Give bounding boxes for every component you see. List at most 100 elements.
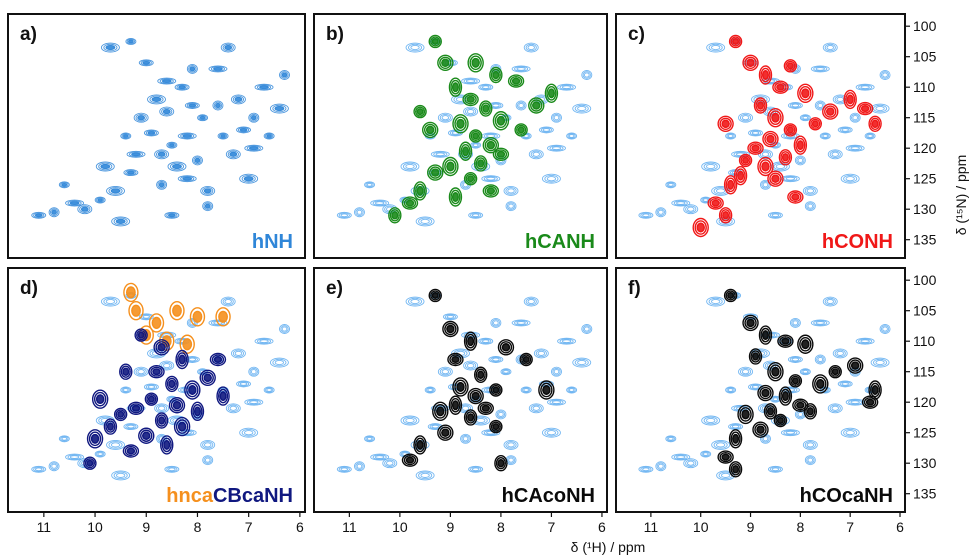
- overlay-peak: [738, 153, 753, 168]
- overlay-peak: [692, 217, 709, 238]
- overlay-peak: [843, 89, 857, 110]
- overlay-peak: [788, 374, 803, 388]
- x-tick-label: 8: [194, 519, 202, 535]
- overlay-peak: [812, 374, 829, 394]
- overlay-peak: [479, 100, 493, 117]
- reference-peak: [147, 94, 166, 105]
- panel-name-label: hNH: [252, 231, 293, 253]
- reference-peak: [711, 439, 731, 450]
- y-tick-label: 110: [913, 333, 936, 349]
- y-tick-label: 125: [913, 425, 937, 441]
- reference-peak: [220, 296, 236, 307]
- reference-peak: [236, 380, 252, 388]
- reference-peak: [186, 317, 198, 328]
- overlay-peak: [482, 184, 500, 198]
- reference-peak: [244, 144, 264, 152]
- overlay-peak: [717, 450, 734, 464]
- x-tick-label: 7: [245, 519, 253, 535]
- panel-letter: c): [628, 24, 645, 45]
- reference-peak: [728, 423, 744, 431]
- x-tick-label: 11: [37, 519, 52, 535]
- reference-peak: [461, 77, 481, 85]
- overlay-peak: [822, 103, 839, 120]
- overlay-peak: [767, 107, 784, 128]
- reference-peak: [738, 366, 754, 377]
- reference-peak: [463, 106, 479, 117]
- reference-peak: [864, 132, 876, 140]
- reference-peak: [523, 296, 539, 307]
- reference-peak: [336, 465, 352, 473]
- x-tick-label: 11: [342, 519, 357, 535]
- reference-peak: [511, 319, 531, 327]
- panel-frame: [7, 267, 306, 513]
- reference-peak: [725, 132, 737, 140]
- reference-peak: [837, 126, 853, 134]
- reference-peak: [208, 65, 228, 73]
- reference-peak: [655, 207, 667, 218]
- reference-peak: [855, 83, 875, 91]
- overlay-peak: [437, 424, 454, 441]
- overlay-peak: [442, 320, 459, 338]
- overlay-peak: [401, 453, 419, 467]
- overlay-peak: [448, 395, 463, 415]
- overlay-peak: [463, 409, 478, 426]
- reference-peak: [511, 65, 531, 73]
- reference-peak: [505, 201, 517, 212]
- reference-peak: [827, 403, 843, 414]
- reference-peak: [123, 169, 139, 177]
- y-tick-label: 135: [913, 232, 937, 248]
- reference-peak: [279, 324, 290, 334]
- overlay-peak: [190, 401, 205, 422]
- reference-peak: [143, 129, 159, 137]
- overlay-peak: [868, 380, 882, 400]
- reference-peak: [725, 386, 737, 394]
- x-tick-label: 11: [644, 519, 659, 535]
- reference-peak: [156, 179, 168, 190]
- reference-peak: [802, 185, 818, 196]
- panel-f: f) hCOcaNH: [615, 267, 906, 513]
- overlay-peak: [134, 328, 148, 342]
- reference-peak: [572, 103, 592, 114]
- reference-peak: [336, 211, 352, 219]
- x-axis-title: δ (¹H) / ppm: [571, 539, 646, 555]
- reference-peak: [133, 112, 149, 123]
- reference-peak: [638, 465, 654, 473]
- reference-peak: [541, 427, 561, 438]
- panel-e: e) hCAcoNH: [313, 267, 608, 513]
- overlay-peak: [113, 407, 128, 422]
- overlay-peak: [477, 401, 494, 415]
- reference-peak: [547, 144, 566, 152]
- panel-name-label: hCONH: [822, 231, 893, 253]
- reference-peak: [581, 70, 593, 80]
- reference-peak: [437, 366, 453, 377]
- reference-peak: [167, 161, 187, 172]
- reference-peak: [263, 386, 275, 394]
- reference-peak: [855, 337, 875, 345]
- reference-peak: [65, 199, 85, 207]
- reference-peak: [683, 458, 699, 469]
- reference-peak: [780, 429, 800, 437]
- reference-peak: [415, 470, 435, 481]
- overlay-peak: [492, 111, 510, 131]
- overlay-peak: [507, 74, 525, 88]
- overlay-peak: [718, 207, 733, 224]
- reference-peak: [208, 319, 228, 327]
- reference-peak: [566, 132, 578, 140]
- reference-peak: [799, 114, 811, 122]
- overlay-peak: [413, 435, 427, 455]
- reference-peak: [683, 204, 699, 215]
- reference-peak: [177, 132, 197, 140]
- overlay-peak: [737, 404, 754, 425]
- x-tick-label: 6: [598, 519, 606, 535]
- reference-peak: [364, 435, 376, 443]
- reference-peak: [111, 470, 131, 481]
- overlay-peak: [757, 156, 774, 177]
- reference-peak: [126, 150, 146, 158]
- overlay-peak: [544, 83, 559, 104]
- reference-peak: [804, 455, 816, 466]
- reference-peak: [706, 296, 726, 307]
- reference-peak: [157, 77, 177, 85]
- x-tick-label: 10: [87, 519, 103, 535]
- x-tick-label: 9: [142, 519, 150, 535]
